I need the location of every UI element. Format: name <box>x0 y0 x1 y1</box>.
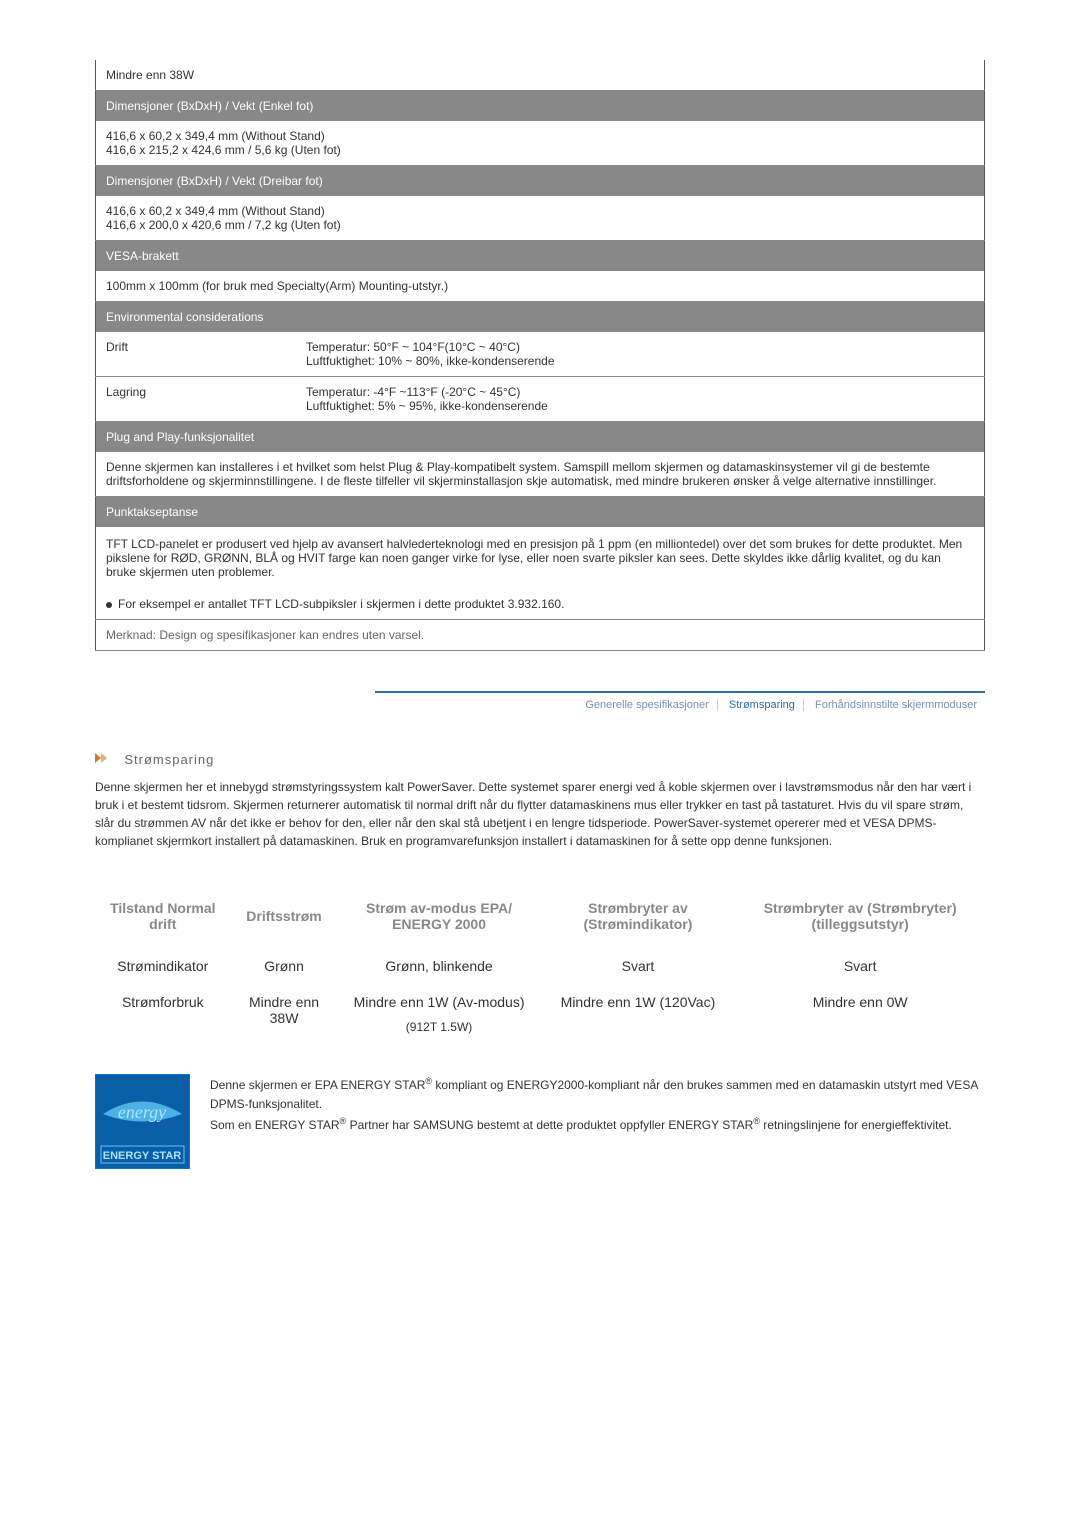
dim-pivot-line1: 416,6 x 60,2 x 349,4 mm (Without Stand) <box>106 204 325 218</box>
energy-star-block: energy ENERGY STAR Denne skjermen er EPA… <box>95 1074 985 1169</box>
ptable-r2c5: Mindre enn 0W <box>735 984 985 1044</box>
es-line2c: retningslinjene for energieffektivitet. <box>760 1118 952 1132</box>
ptable-r2c1: Strømforbruk <box>95 984 231 1044</box>
ptable-r2c2: Mindre enn 38W <box>231 984 338 1044</box>
punkt-header: Punktakseptanse <box>96 497 985 528</box>
env-lagring-label: Lagring <box>96 377 297 422</box>
dim-pivot-value: 416,6 x 60,2 x 349,4 mm (Without Stand) … <box>96 196 985 241</box>
punkt-bullet-text: For eksempel er antallet TFT LCD-subpiks… <box>118 597 564 611</box>
ptable-r2c4: Mindre enn 1W (120Vac) <box>541 984 736 1044</box>
energy-star-logo: energy ENERGY STAR <box>95 1074 190 1169</box>
dim-pivot-header: Dimensjoner (BxDxH) / Vekt (Dreibar fot) <box>96 166 985 197</box>
ptable-h2: Driftsstrøm <box>231 890 338 948</box>
env-drift-temp: Temperatur: 50°F ~ 104°F(10°C ~ 40°C) <box>306 340 520 354</box>
energy-star-text: Denne skjermen er EPA ENERGY STAR® kompl… <box>210 1074 985 1136</box>
env-drift-label: Drift <box>96 332 297 377</box>
reg-icon: ® <box>753 1116 760 1126</box>
env-lagring-value: Temperatur: -4°F ~113°F (-20°C ~ 45°C) L… <box>296 377 985 422</box>
ptable-h1: Tilstand Normal drift <box>95 890 231 948</box>
powersave-paragraph: Denne skjermen her et innebygd strømstyr… <box>95 778 985 850</box>
tab-preset-modes[interactable]: Forhåndsinnstilte skjermmoduser <box>807 699 985 711</box>
pnp-text: Denne skjermen kan installeres i et hvil… <box>96 452 985 497</box>
ptable-r2c3: Mindre enn 1W (Av-modus) (912T 1.5W) <box>337 984 540 1044</box>
es-line1a: Denne skjermen er EPA ENERGY STAR <box>210 1078 425 1092</box>
ptable-r1c5: Svart <box>735 948 985 984</box>
power-consumption-value: Mindre enn 38W <box>96 60 985 91</box>
vesa-header: VESA-brakett <box>96 241 985 272</box>
ptable-h3: Strøm av-modus EPA/ ENERGY 2000 <box>337 890 540 948</box>
dim-simple-line1: 416,6 x 60,2 x 349,4 mm (Without Stand) <box>106 129 325 143</box>
power-table: Tilstand Normal drift Driftsstrøm Strøm … <box>95 890 985 1044</box>
spec-table: Mindre enn 38W Dimensjoner (BxDxH) / Vek… <box>95 60 985 651</box>
section-title-text: Strømsparing <box>124 752 214 767</box>
env-lagring-temp: Temperatur: -4°F ~113°F (-20°C ~ 45°C) <box>306 385 520 399</box>
ptable-h4: Strømbryter av (Strømindikator) <box>541 890 736 948</box>
ptable-r1c4: Svart <box>541 948 736 984</box>
env-drift-hum: Luftfuktighet: 10% ~ 80%, ikke-kondenser… <box>306 354 555 368</box>
svg-text:ENERGY STAR: ENERGY STAR <box>103 1150 181 1162</box>
ptable-r1c1: Strømindikator <box>95 948 231 984</box>
tab-bar: Generelle spesifikasjoner Strømsparing F… <box>375 691 985 711</box>
pnp-header: Plug and Play-funksjonalitet <box>96 422 985 453</box>
es-line2a: Som en ENERGY STAR <box>210 1118 340 1132</box>
ptable-r2c3-main: Mindre enn 1W (Av-modus) <box>354 994 525 1010</box>
dim-pivot-line2: 416,6 x 200,0 x 420,6 mm / 7,2 kg (Uten … <box>106 218 341 232</box>
bullet-icon <box>106 602 112 608</box>
vesa-value: 100mm x 100mm (for bruk med Specialty(Ar… <box>96 271 985 302</box>
ptable-r1c2: Grønn <box>231 948 338 984</box>
dim-simple-line2: 416,6 x 215,2 x 424,6 mm / 5,6 kg (Uten … <box>106 143 341 157</box>
punkt-text: TFT LCD-panelet er produsert ved hjelp a… <box>96 527 985 589</box>
tab-general[interactable]: Generelle spesifikasjoner <box>577 699 718 711</box>
env-header: Environmental considerations <box>96 302 985 333</box>
section-title: Strømsparing <box>95 751 985 768</box>
env-drift-value: Temperatur: 50°F ~ 104°F(10°C ~ 40°C) Lu… <box>296 332 985 377</box>
dim-simple-header: Dimensjoner (BxDxH) / Vekt (Enkel fot) <box>96 91 985 122</box>
dim-simple-value: 416,6 x 60,2 x 349,4 mm (Without Stand) … <box>96 121 985 166</box>
ptable-r1c3: Grønn, blinkende <box>337 948 540 984</box>
svg-text:energy: energy <box>118 1102 166 1122</box>
punkt-bullet-row: For eksempel er antallet TFT LCD-subpiks… <box>96 589 985 620</box>
env-lagring-hum: Luftfuktighet: 5% ~ 95%, ikke-kondensere… <box>306 399 548 413</box>
es-line2b: Partner har SAMSUNG bestemt at dette pro… <box>346 1118 753 1132</box>
design-note: Merknad: Design og spesifikasjoner kan e… <box>96 620 985 651</box>
ptable-h5: Strømbryter av (Strømbryter) (tilleggsut… <box>735 890 985 948</box>
tab-powersave[interactable]: Strømsparing <box>721 699 804 711</box>
ptable-r2c3-sub: (912T 1.5W) <box>343 1020 534 1034</box>
arrow-icon <box>95 751 111 768</box>
